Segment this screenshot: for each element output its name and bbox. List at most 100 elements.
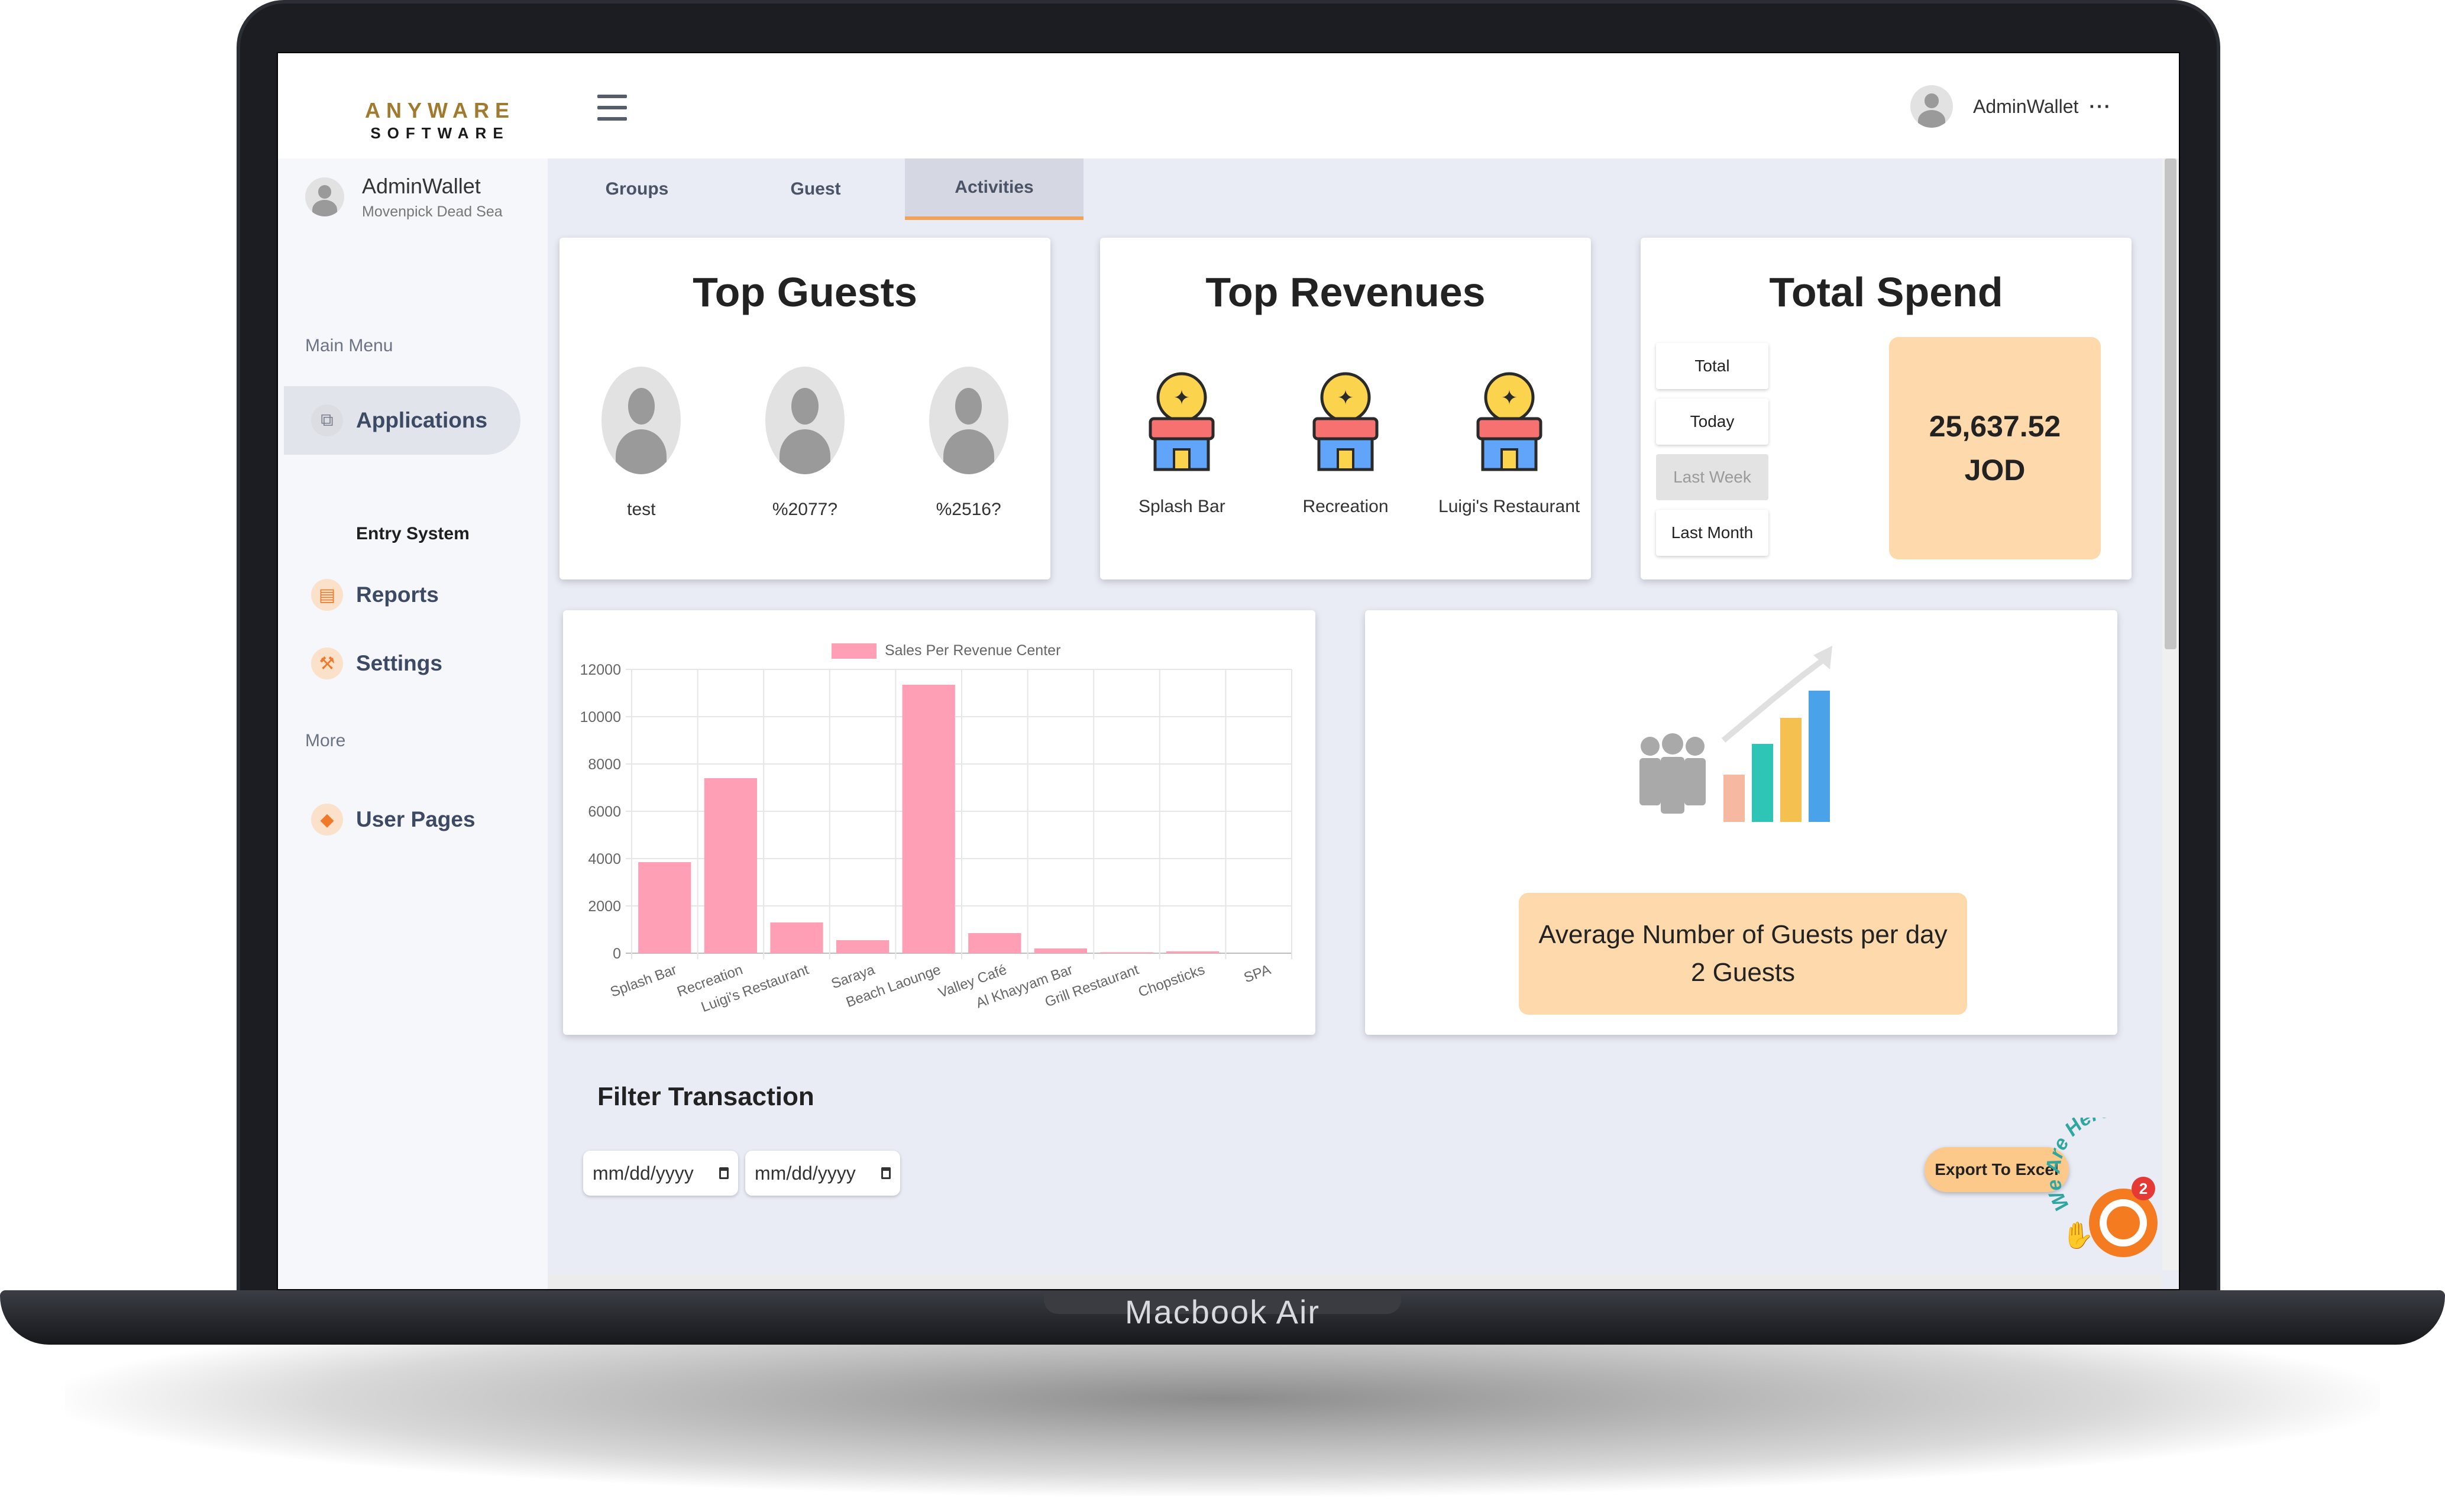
vertical-scroll-thumb[interactable] — [2165, 158, 2176, 649]
avatar — [305, 177, 344, 216]
list-item[interactable]: ✦ Luigi's Restaurant — [1432, 367, 1586, 517]
date-from-input[interactable]: mm/dd/yyyy — [583, 1151, 738, 1196]
y-tick-label: 12000 — [580, 662, 621, 678]
revenue-center-name: Recreation — [1302, 497, 1389, 516]
list-item[interactable]: ✦ Splash Bar — [1105, 367, 1259, 517]
sidebar-item-label: Applications — [356, 408, 488, 432]
date-to-input[interactable]: mm/dd/yyyy — [745, 1151, 900, 1196]
header-user-menu[interactable]: AdminWallet ··· — [1910, 82, 2111, 131]
x-tick-label: Splash Bar — [608, 961, 679, 1001]
sidebar-item-user-pages[interactable]: ◆ User Pages — [284, 785, 520, 854]
notification-badge — [2132, 1177, 2155, 1200]
svg-text:✦: ✦ — [1337, 386, 1354, 410]
bar[interactable] — [1166, 951, 1220, 953]
tab-guest[interactable]: Guest — [790, 179, 841, 199]
period-total-button[interactable]: Total — [1656, 343, 1768, 389]
guest-name: %2077? — [772, 500, 838, 519]
filter-transaction-title: Filter Transaction — [597, 1082, 814, 1111]
average-guests-label: Average Number of Guests per day — [1538, 920, 1948, 949]
avatar — [765, 367, 845, 474]
bar[interactable] — [1100, 952, 1153, 953]
sidebar-item-applications[interactable]: ⧉ Applications — [284, 386, 520, 455]
y-tick-label: 4000 — [588, 851, 621, 867]
tab-bar: Groups Guest Activities — [548, 158, 1084, 220]
chat-ring-icon — [2100, 1199, 2147, 1246]
wrench-icon: ⚒ — [311, 647, 343, 679]
tab-groups[interactable]: Groups — [605, 179, 669, 199]
sidebar-item-reports[interactable]: ▤ Reports — [284, 561, 520, 629]
top-guests-title: Top Guests — [693, 269, 917, 315]
chat-widget[interactable]: We Are Here! 2 ✋ — [2046, 1118, 2179, 1265]
top-revenues-card: Top Revenues ✦ Splash Bar ✦ — [1100, 238, 1591, 579]
bar[interactable] — [638, 862, 691, 953]
more-menu-title: More — [305, 731, 346, 750]
sidebar: AdminWallet Movenpick Dead Sea Main Menu… — [278, 158, 548, 1289]
svg-text:✦: ✦ — [1173, 386, 1191, 410]
reports-icon: ▤ — [311, 579, 343, 611]
total-spend-currency: JOD — [1964, 454, 2026, 487]
bar[interactable] — [1034, 948, 1088, 953]
y-tick-label: 2000 — [588, 898, 621, 915]
total-spend-amount-box: 25,637.52 JOD — [1889, 337, 2101, 559]
waving-hand-icon: ✋ — [2062, 1220, 2094, 1251]
brand-line2: SOFTWARE — [370, 124, 510, 142]
total-spend-title: Total Spend — [1769, 269, 2003, 315]
period-today-button[interactable]: Today — [1656, 399, 1768, 445]
sales-per-revenue-center-chart: Sales Per Revenue Center 0 2000 4000 6000 80… — [580, 642, 1292, 1015]
x-tick-label: SPA — [1242, 961, 1273, 986]
date-from-placeholder: mm/dd/yyyy — [593, 1162, 694, 1184]
horizontal-scrollbar[interactable] — [548, 1275, 2162, 1289]
revenue-center-name: Luigi's Restaurant — [1438, 497, 1580, 516]
sidebar-item-label: Reports — [356, 582, 439, 607]
restaurant-store-icon: ✦ — [1476, 372, 1542, 471]
bar[interactable] — [902, 685, 955, 953]
brand-line1: ANYWARE — [364, 98, 515, 122]
notification-count: 2 — [2139, 1180, 2148, 1197]
growth-chart-illustration-icon — [1639, 646, 1832, 822]
period-last-week-button: Last Week — [1656, 454, 1768, 500]
sidebar-item-settings[interactable]: ⚒ Settings — [284, 629, 520, 698]
average-guests-value: 2 Guests — [1690, 958, 1796, 987]
brand-logo[interactable]: ANYWARE SOFTWARE — [351, 98, 529, 143]
y-tick-label: 8000 — [588, 756, 621, 773]
list-item[interactable]: ✦ Recreation — [1269, 367, 1422, 517]
total-spend-amount: 25,637.52 — [1929, 410, 2061, 443]
applications-icon: ⧉ — [311, 404, 343, 436]
tab-activities[interactable]: Activities — [905, 158, 1084, 220]
hamburger-menu-icon[interactable] — [597, 95, 627, 121]
list-item[interactable]: test — [564, 367, 718, 520]
top-guests-list: test %2077? %2516? — [559, 367, 1050, 520]
y-tick-label: 10000 — [580, 709, 621, 726]
calendar-icon[interactable] — [881, 1167, 891, 1179]
y-tick-label: 0 — [613, 946, 621, 962]
bar[interactable] — [968, 933, 1021, 953]
guest-name: %2516? — [936, 500, 1001, 519]
average-guests-card: Average Number of Guests per day 2 Guest… — [1365, 610, 2117, 1035]
laptop-notch — [1044, 1290, 1401, 1314]
list-item[interactable]: %2077? — [728, 367, 882, 520]
avatar — [1910, 85, 1953, 128]
bar[interactable] — [770, 922, 823, 953]
top-revenues-title: Top Revenues — [1205, 269, 1486, 315]
x-tick-label: Chopsticks — [1136, 961, 1207, 1001]
app-screen: ANYWARE SOFTWARE AdminWallet ··· AdminWa… — [278, 53, 2179, 1289]
legend-swatch — [832, 643, 877, 659]
main-menu-title: Main Menu — [305, 336, 393, 355]
bar[interactable] — [836, 940, 890, 953]
date-to-placeholder: mm/dd/yyyy — [755, 1162, 856, 1184]
sidebar-item-label: Settings — [356, 651, 442, 675]
top-bar: ANYWARE SOFTWARE AdminWallet ··· — [278, 53, 2179, 158]
svg-text:✦: ✦ — [1500, 386, 1518, 410]
y-tick-label: 6000 — [588, 804, 621, 820]
sidebar-subitem-entry-system[interactable]: Entry System — [356, 524, 470, 543]
restaurant-store-icon: ✦ — [1149, 372, 1215, 471]
export-to-excel-button[interactable]: Export To Excel — [1925, 1147, 2069, 1192]
more-options-icon[interactable]: ··· — [2089, 95, 2112, 117]
period-last-month-button[interactable]: Last Month — [1656, 510, 1768, 556]
bar[interactable] — [704, 778, 758, 953]
total-spend-card: Total Spend Total Today Last Week Last M… — [1641, 238, 2132, 579]
sales-chart-card: Sales Per Revenue Center 0 2000 4000 6000 80… — [563, 610, 1315, 1035]
chat-bubble-icon[interactable] — [2089, 1189, 2158, 1257]
calendar-icon[interactable] — [719, 1167, 729, 1179]
list-item[interactable]: %2516? — [892, 367, 1046, 520]
